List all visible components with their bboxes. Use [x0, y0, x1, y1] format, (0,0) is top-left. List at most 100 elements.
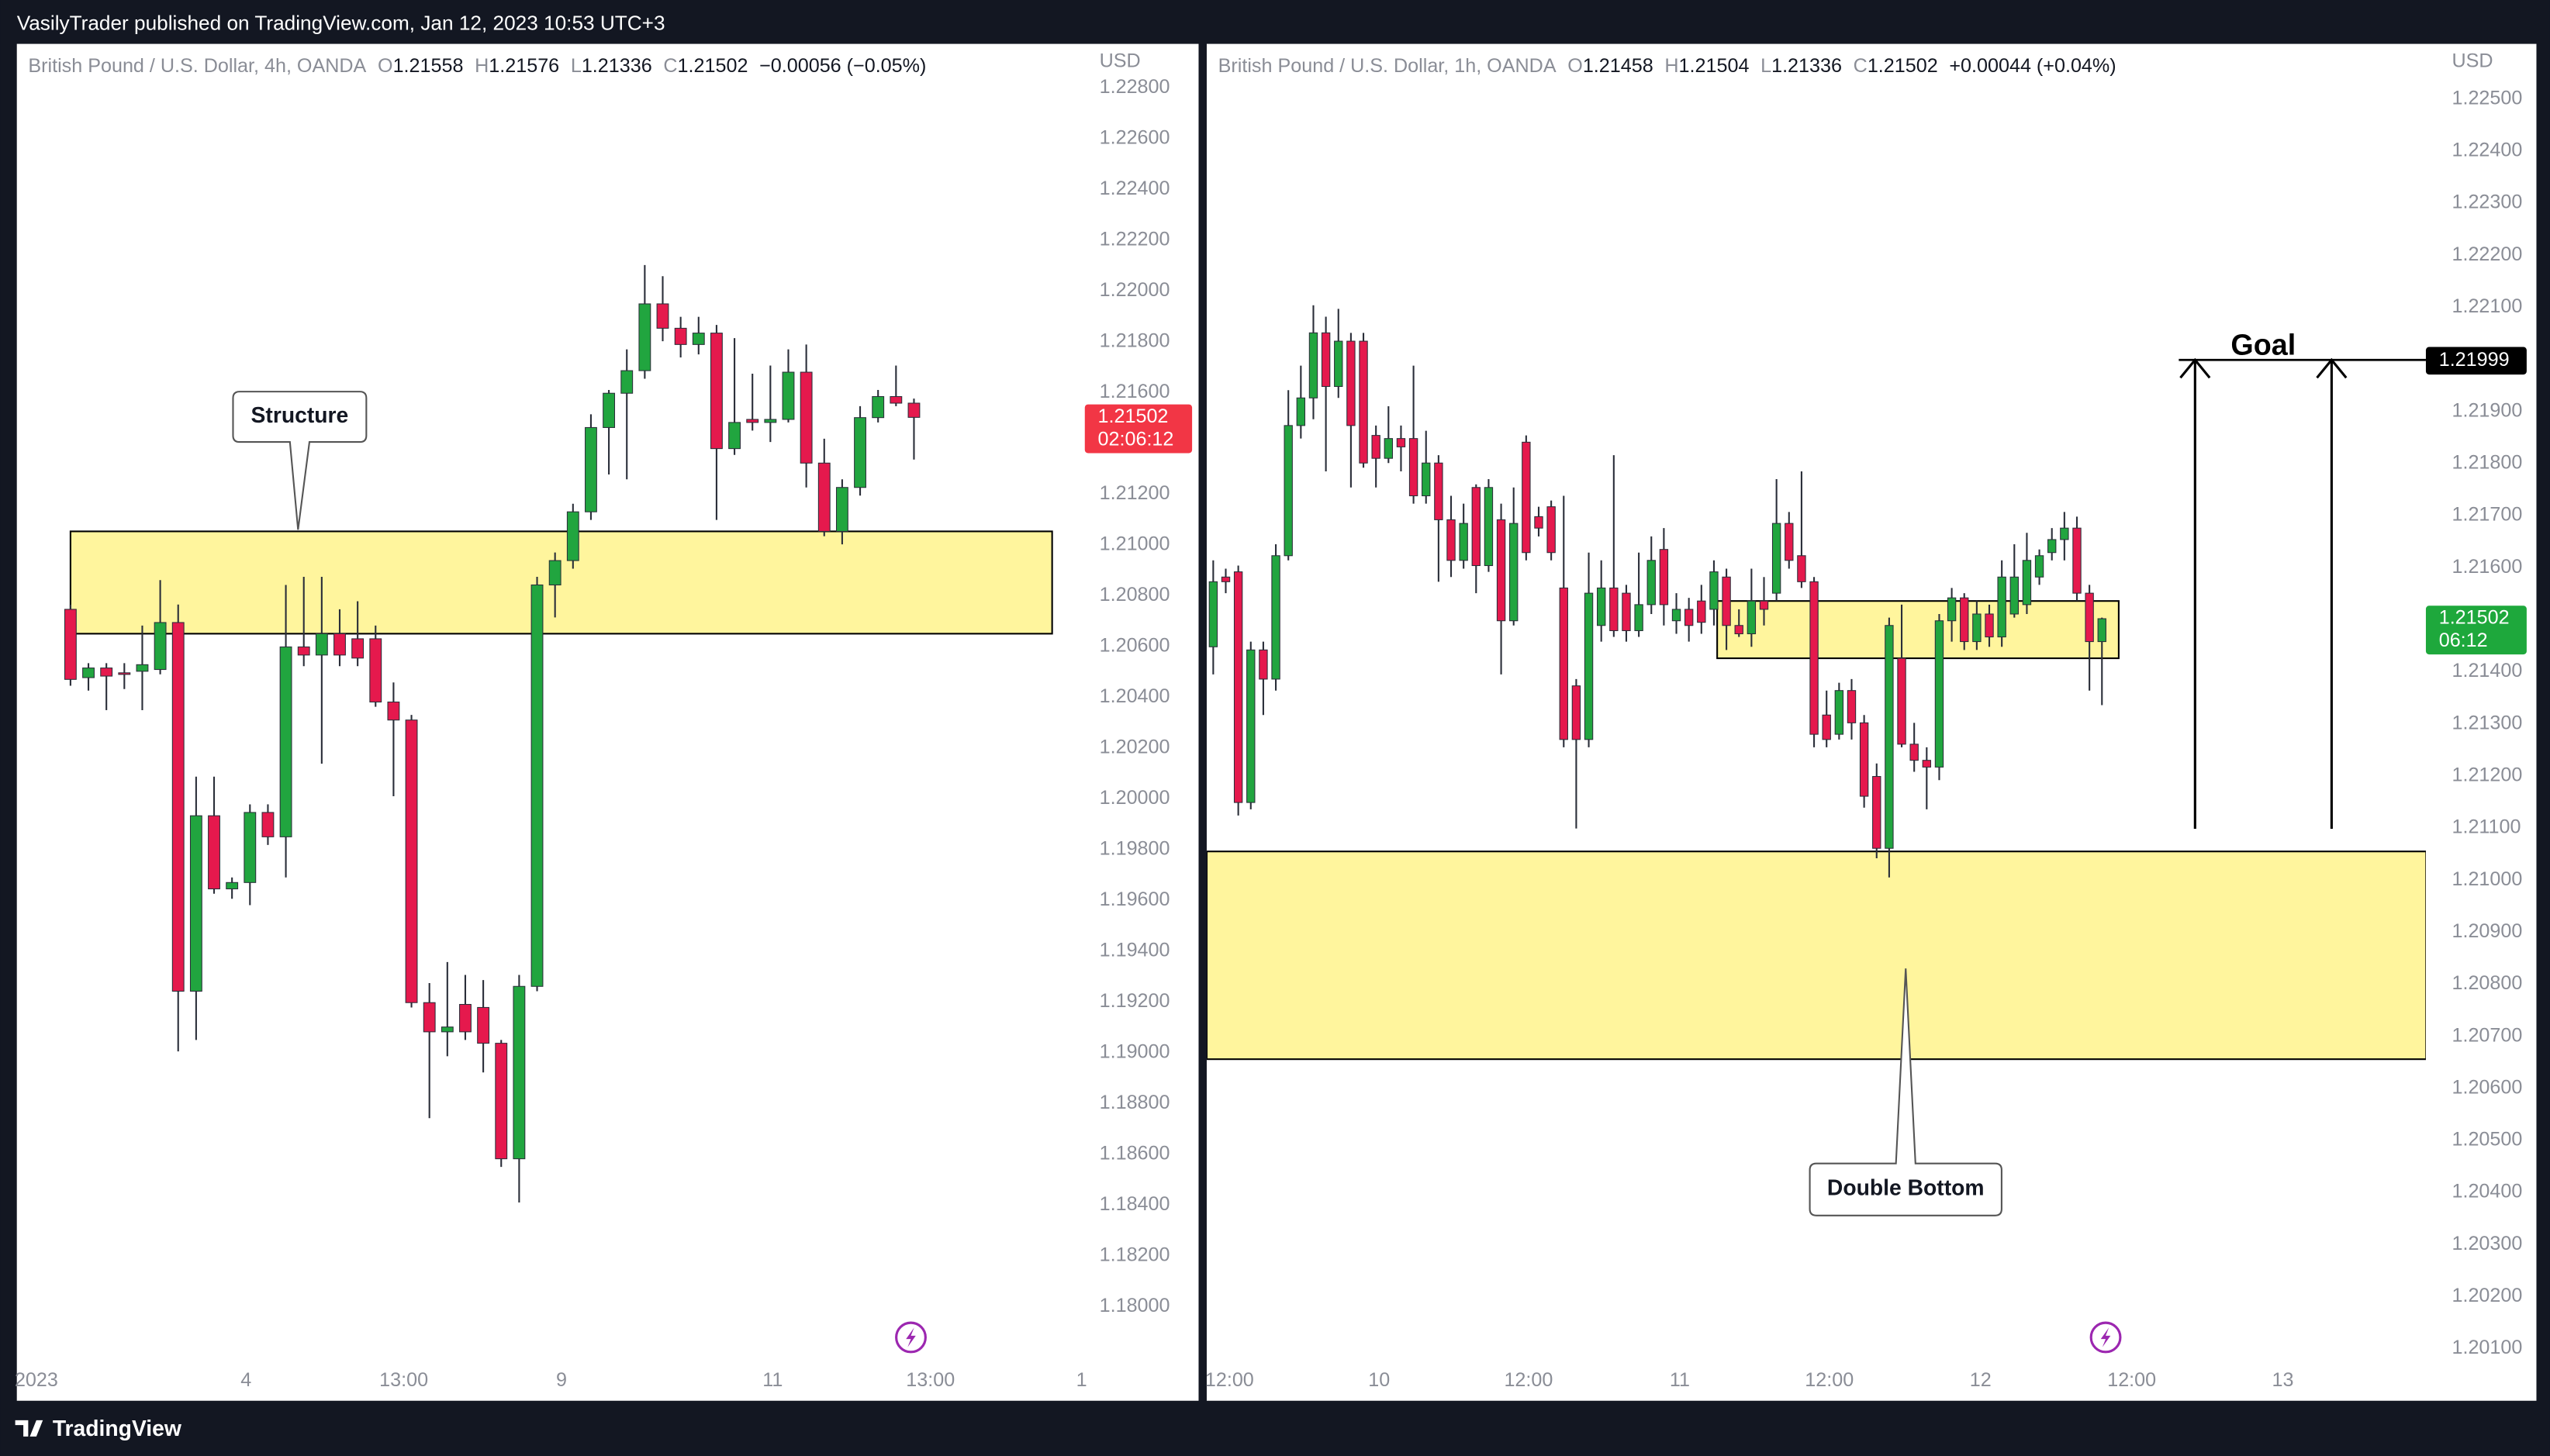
- candle-body: [1922, 760, 1932, 768]
- y-tick-label: 1.20400: [1100, 685, 1170, 707]
- candle-body: [2097, 618, 2106, 643]
- ohlc-label: C: [1854, 55, 1868, 77]
- candle-body: [154, 622, 167, 671]
- candle-body: [1546, 506, 1556, 554]
- y-tick-label: 1.20100: [2452, 1337, 2522, 1358]
- candle-body: [782, 371, 795, 420]
- x-tick-label: 12: [1970, 1369, 1992, 1391]
- x-tick-label: 12:00: [1205, 1369, 1254, 1391]
- callout-bubble: [1809, 968, 2002, 1216]
- y-tick-label: 1.19400: [1100, 939, 1170, 961]
- candle-body: [1408, 438, 1418, 497]
- ohlc-value: 1.21458: [1583, 55, 1653, 77]
- candle-body: [2085, 592, 2094, 643]
- y-tick-label: 1.20800: [1100, 584, 1170, 606]
- candle-body: [1947, 597, 1957, 622]
- candle-body: [1834, 690, 1844, 735]
- candle-body: [261, 812, 275, 837]
- x-tick-label: 11: [1670, 1369, 1690, 1391]
- candle-body: [82, 668, 95, 678]
- y-tick-label: 1.21000: [2452, 868, 2522, 890]
- y-tick-label: 1.18000: [1100, 1295, 1170, 1316]
- candle-body: [1422, 462, 1431, 497]
- candle-body: [1371, 435, 1380, 459]
- y-tick-label: 1.20200: [2452, 1285, 2522, 1306]
- y-tick-label: 1.21300: [2452, 712, 2522, 733]
- candle-body: [1496, 519, 1506, 622]
- symbol-legend: British Pound / U.S. Dollar, 4h, OANDA O1…: [28, 55, 926, 77]
- candle-body: [585, 426, 597, 512]
- ohlc-label: H: [475, 55, 489, 77]
- x-tick-label: 10: [1368, 1369, 1390, 1391]
- candle-body: [226, 882, 239, 890]
- candle-body: [1671, 609, 1681, 622]
- candle-body: [1459, 523, 1468, 561]
- candle-body: [441, 1026, 454, 1033]
- ohlc-value: 1.21504: [1679, 55, 1750, 77]
- y-tick-label: 1.22300: [2452, 191, 2522, 213]
- y-tick-label: 1.21800: [1100, 329, 1170, 351]
- symbol: British Pound / U.S. Dollar, 4h, OANDA: [28, 55, 366, 77]
- y-tick-label: 1.21200: [1100, 482, 1170, 504]
- candle-body: [1471, 487, 1481, 567]
- candle-body: [1997, 576, 2006, 638]
- candle-body: [1809, 581, 1819, 735]
- countdown: 02:06:12: [1098, 428, 1174, 450]
- candle-body: [907, 402, 921, 418]
- tradingview-logo: [15, 1420, 43, 1437]
- y-tick-label: 1.22200: [2452, 243, 2522, 265]
- y-tick-label: 1.22800: [1100, 76, 1170, 98]
- candle-body: [495, 1043, 508, 1160]
- candle-body: [2060, 527, 2069, 540]
- x-tick-label: 12:00: [1504, 1369, 1553, 1391]
- last-price-box: [1084, 404, 1193, 454]
- candle-body: [1747, 600, 1757, 635]
- candle-body: [638, 303, 651, 371]
- currency: USD: [2452, 50, 2493, 71]
- y-tick-label: 1.21200: [2452, 764, 2522, 785]
- ohlc-value: 1.21558: [393, 55, 464, 77]
- goal-arrow-head: [2316, 357, 2348, 379]
- y-tick-label: 1.19200: [1100, 990, 1170, 1012]
- y-tick-label: 1.21000: [1100, 533, 1170, 554]
- candle-body: [890, 395, 903, 404]
- y-tick-label: 1.19800: [1100, 837, 1170, 859]
- candle-body: [1759, 600, 1769, 610]
- x-tick-label: 9: [556, 1369, 567, 1391]
- candle-body: [674, 327, 687, 345]
- candle-body: [764, 419, 777, 423]
- last-price: 1.21502: [2439, 607, 2510, 629]
- y-tick-label: 1.22600: [1100, 126, 1170, 148]
- candle-body: [854, 417, 866, 488]
- ohlc-label: O: [378, 55, 393, 77]
- candle-body: [1509, 523, 1519, 622]
- y-tick-label: 1.21600: [2452, 556, 2522, 578]
- candle-body: [1985, 613, 1994, 638]
- candle-body: [1659, 549, 1669, 606]
- candle-body: [1734, 625, 1743, 635]
- last-price-box: [2425, 606, 2527, 655]
- candle-body: [369, 638, 382, 702]
- candle-body: [1396, 438, 1406, 447]
- ohlc-label: H: [1664, 55, 1678, 77]
- symbol: British Pound / U.S. Dollar, 1h, OANDA: [1218, 55, 1557, 77]
- x-tick-label: 11: [762, 1369, 783, 1391]
- ohlc-label: L: [1760, 55, 1771, 77]
- y-tick-label: 1.22200: [1100, 228, 1170, 250]
- candle-body: [1346, 340, 1356, 426]
- candle-body: [1797, 555, 1806, 582]
- candle-body: [656, 303, 669, 329]
- y-tick-label: 1.22500: [2452, 87, 2522, 109]
- y-tick-label: 1.18600: [1100, 1142, 1170, 1164]
- y-tick-label: 1.21600: [1100, 381, 1170, 402]
- candle-body: [1284, 425, 1293, 557]
- y-tick-label: 1.18800: [1100, 1092, 1170, 1113]
- y-tick-label: 1.20000: [1100, 787, 1170, 809]
- candle-body: [315, 633, 328, 656]
- lightning-bolt: [906, 1327, 916, 1347]
- y-tick-label: 1.21100: [2452, 816, 2521, 838]
- x-tick-label: 13:00: [379, 1369, 428, 1391]
- candle-body: [136, 664, 149, 672]
- candle-body: [566, 511, 579, 561]
